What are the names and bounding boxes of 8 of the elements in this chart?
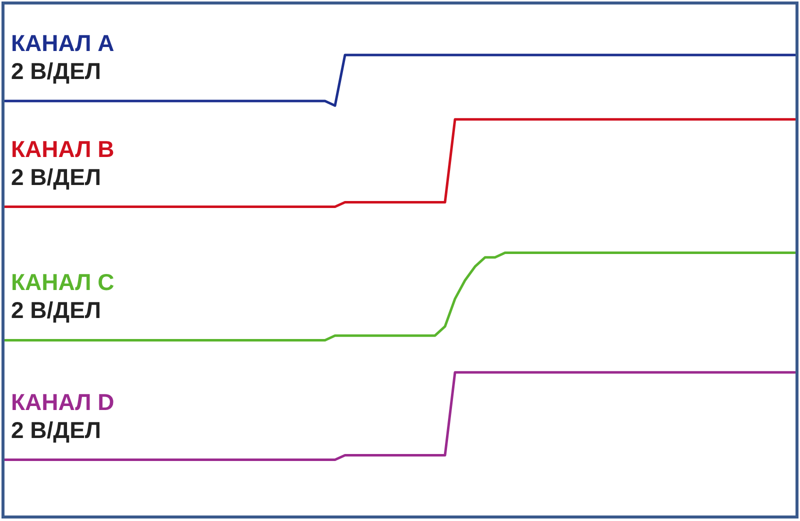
series-label: КАНАЛ A — [11, 30, 114, 56]
annotation: 2 В/ДЕЛ — [11, 416, 102, 443]
series-label: КАНАЛ C — [11, 269, 114, 296]
series-label: КАНАЛ B — [11, 136, 114, 162]
series-label: КАНАЛ D — [11, 388, 114, 415]
annotation: 2 В/ДЕЛ — [11, 164, 102, 190]
annotation: 2 В/ДЕЛ — [11, 58, 102, 84]
annotation: 2 В/ДЕЛ — [11, 297, 102, 324]
